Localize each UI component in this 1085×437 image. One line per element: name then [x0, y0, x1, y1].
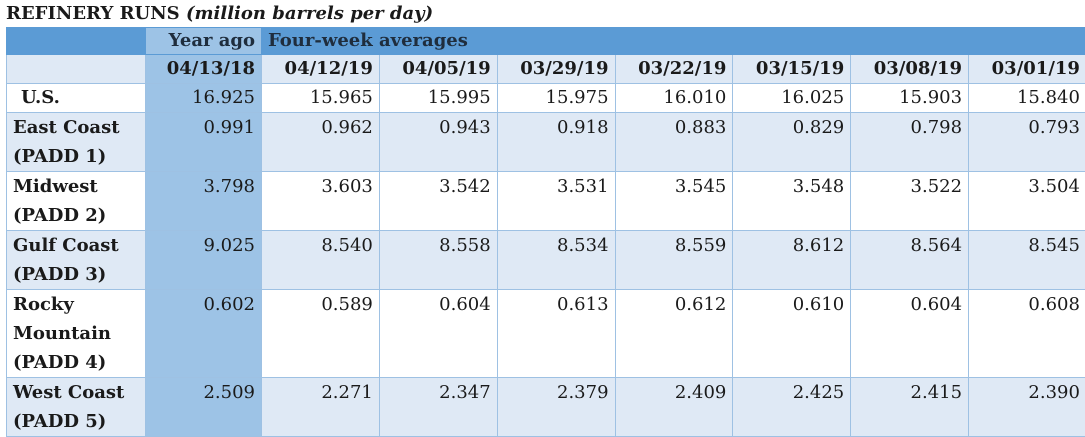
value-cell: 0.962 [261, 112, 380, 172]
title-units: (million barrels per day) [185, 3, 434, 24]
title-main: REFINERY RUNS [6, 3, 180, 24]
value-cell: 2.347 [378, 377, 498, 437]
value-cell: 0.612 [614, 289, 734, 378]
value-cell: 2.271 [261, 377, 380, 437]
header-four-week-averages: Four-week averages [261, 27, 1085, 55]
value-cell: 2.379 [496, 377, 616, 437]
value-cell: 16.925 [145, 83, 262, 113]
table-row: East Coast (PADD 1) 0.991 0.962 0.943 0.918 0… [6, 112, 1085, 172]
value-cell: 15.995 [378, 83, 498, 113]
header-date: 03/01/19 [968, 54, 1085, 84]
row-label: Gulf Coast (PADD 3) [6, 230, 146, 290]
row-label: Midwest (PADD 2) [6, 171, 146, 231]
value-cell: 0.610 [732, 289, 852, 378]
value-cell: 0.793 [968, 112, 1085, 172]
value-cell: 2.425 [732, 377, 852, 437]
header-date: 03/15/19 [732, 54, 852, 84]
value-cell: 2.390 [968, 377, 1085, 437]
header-year-ago: Year ago [145, 27, 262, 55]
value-cell: 0.604 [850, 289, 970, 378]
value-cell: 0.589 [261, 289, 380, 378]
value-cell: 15.903 [850, 83, 970, 113]
value-cell: 15.965 [261, 83, 380, 113]
refinery-runs-table: Year ago Four-week averages 04/13/18 04/… [6, 27, 1085, 437]
value-cell: 0.604 [378, 289, 498, 378]
header-group-row: Year ago Four-week averages [6, 27, 1085, 55]
value-cell: 15.840 [968, 83, 1085, 113]
header-date-corner-cell [6, 54, 146, 84]
value-cell: 2.409 [614, 377, 734, 437]
value-cell: 0.613 [496, 289, 616, 378]
value-cell: 3.545 [614, 171, 734, 231]
value-cell: 0.883 [614, 112, 734, 172]
header-date: 03/22/19 [614, 54, 734, 84]
value-cell: 0.943 [378, 112, 498, 172]
row-label: U.S. [6, 83, 146, 113]
row-label: East Coast (PADD 1) [6, 112, 146, 172]
value-cell: 0.829 [732, 112, 852, 172]
value-cell: 0.608 [968, 289, 1085, 378]
table-row: West Coast (PADD 5) 2.509 2.271 2.347 2.379 2… [6, 377, 1085, 437]
header-date: 03/29/19 [496, 54, 616, 84]
table-row: Midwest (PADD 2) 3.798 3.603 3.542 3.531 3.54… [6, 171, 1085, 231]
value-cell: 0.991 [145, 112, 262, 172]
value-cell: 0.918 [496, 112, 616, 172]
value-cell: 8.540 [261, 230, 380, 290]
value-cell: 8.545 [968, 230, 1085, 290]
table-row: U.S. 16.925 15.965 15.995 15.975 16.010 16.025… [6, 83, 1085, 113]
value-cell: 3.548 [732, 171, 852, 231]
value-cell: 3.504 [968, 171, 1085, 231]
value-cell: 3.603 [261, 171, 380, 231]
value-cell: 2.509 [145, 377, 262, 437]
value-cell: 15.975 [496, 83, 616, 113]
table-row: Rocky Mountain (PADD 4) 0.602 0.589 0.604 0.… [6, 289, 1085, 378]
header-corner-cell [6, 27, 146, 55]
value-cell: 2.415 [850, 377, 970, 437]
value-cell: 3.542 [378, 171, 498, 231]
value-cell: 3.522 [850, 171, 970, 231]
value-cell: 3.531 [496, 171, 616, 231]
value-cell: 16.010 [614, 83, 734, 113]
header-date-row: 04/13/18 04/12/19 04/05/19 03/29/19 03/2… [6, 54, 1085, 84]
value-cell: 8.559 [614, 230, 734, 290]
header-date: 04/05/19 [378, 54, 498, 84]
table-title: REFINERY RUNS (million barrels per day) [6, 3, 433, 24]
header-date: 03/08/19 [850, 54, 970, 84]
header-date: 04/13/18 [145, 54, 262, 84]
value-cell: 0.798 [850, 112, 970, 172]
row-label: West Coast (PADD 5) [6, 377, 146, 437]
value-cell: 3.798 [145, 171, 262, 231]
value-cell: 8.612 [732, 230, 852, 290]
header-date: 04/12/19 [261, 54, 380, 84]
table-row: Gulf Coast (PADD 3) 9.025 8.540 8.558 8.534 8… [6, 230, 1085, 290]
value-cell: 8.534 [496, 230, 616, 290]
value-cell: 8.564 [850, 230, 970, 290]
value-cell: 9.025 [145, 230, 262, 290]
value-cell: 16.025 [732, 83, 852, 113]
value-cell: 8.558 [378, 230, 498, 290]
row-label: Rocky Mountain (PADD 4) [6, 289, 146, 378]
value-cell: 0.602 [145, 289, 262, 378]
